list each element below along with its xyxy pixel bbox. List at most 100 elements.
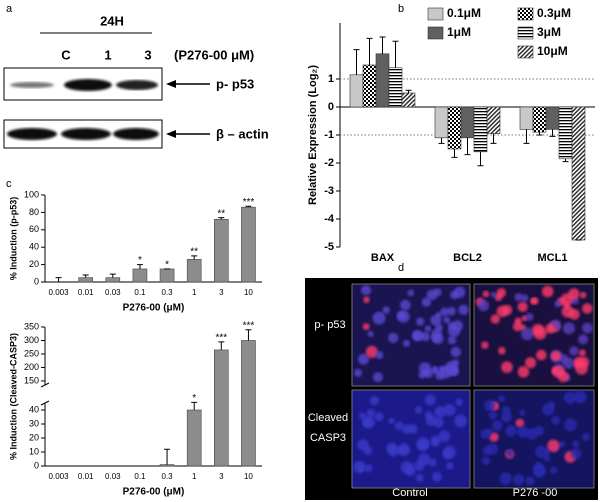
nucleus: [414, 406, 423, 414]
nucleus: [443, 316, 451, 324]
error-bar: [451, 149, 458, 158]
nucleus: [366, 408, 376, 418]
nucleus: [421, 297, 432, 307]
y-tick-label: -5: [324, 241, 334, 253]
nucleus: [418, 453, 431, 466]
lane-label: C: [61, 47, 71, 62]
panel-label: c: [6, 178, 12, 190]
western-blot: 24H C 1 3 (P276-00 μM) p- p53 β – actin: [3, 13, 269, 149]
significance-label: ***: [243, 320, 255, 331]
bar: [571, 106, 586, 241]
bar: [545, 106, 560, 130]
significance-label: *: [192, 393, 196, 404]
nucleus: [488, 410, 498, 420]
chart: 0 20 40 60 80 100 % Induction (p-p53) P276-00 (…: [8, 189, 262, 314]
nucleus: [481, 456, 491, 466]
bar: [159, 268, 175, 283]
nucleus: [500, 411, 512, 423]
nucleus: [502, 405, 511, 415]
error-bar: [536, 132, 543, 136]
band: [116, 80, 158, 90]
error-bar: [191, 401, 198, 410]
nucleus: [400, 461, 414, 475]
nucleus: [496, 288, 507, 298]
y-tick-label: 150: [24, 375, 39, 385]
nucleus: [501, 304, 513, 316]
x-tick-label: BAX: [371, 252, 395, 264]
band-label: β – actin: [216, 126, 269, 141]
nucleus: [535, 445, 548, 458]
nucleus: [506, 449, 514, 457]
nucleus: [431, 367, 438, 374]
nucleus: [369, 395, 380, 406]
micrograph-panel: p- p53 Cleaved CASP3 Control P276 -00: [305, 278, 598, 500]
nucleus: [535, 349, 547, 361]
nucleus: [408, 424, 418, 434]
panel-label: d: [398, 262, 404, 274]
nucleus: [525, 476, 535, 486]
nucleus: [489, 432, 499, 442]
legend-swatch: [427, 7, 444, 21]
bar: [388, 67, 403, 108]
legend-label: 0.1μM: [447, 6, 481, 20]
nucleus: [420, 440, 430, 450]
error-bar: [218, 217, 225, 220]
legend-label: 3μM: [537, 25, 561, 39]
nucleus: [430, 314, 442, 326]
micrograph: [351, 389, 471, 489]
nucleus: [573, 390, 587, 404]
error-bar: [245, 205, 252, 208]
significance-label: **: [217, 208, 225, 219]
nucleus: [557, 371, 569, 383]
y-tick-label: 80: [29, 207, 39, 217]
nucleus: [394, 421, 404, 431]
row-label: Cleaved: [308, 412, 348, 424]
nucleus: [477, 299, 490, 312]
y-axis-label: % Induction (Cleaved-CASP3): [8, 333, 18, 460]
error-bar: [523, 129, 530, 144]
band-label: p- p53: [216, 76, 254, 91]
nucleus: [439, 366, 452, 379]
y-tick-label: 40: [29, 404, 39, 414]
panel-label: b: [398, 3, 404, 15]
nucleus: [481, 341, 489, 349]
x-tick-label: 0.003: [49, 288, 70, 297]
chart: 0 10 20 30 40 150 200 250 300 350 % Induction (Cle…: [8, 320, 262, 498]
legend-swatch: [427, 26, 444, 40]
nucleus: [358, 412, 367, 420]
nucleus: [418, 371, 426, 379]
bar: [447, 106, 462, 150]
x-tick-label: 10: [244, 472, 253, 481]
nucleus: [501, 361, 513, 374]
nucleus: [582, 433, 591, 441]
nucleus: [382, 306, 390, 314]
nucleus: [562, 357, 575, 369]
y-tick-label: -1: [324, 129, 334, 141]
band: [10, 82, 54, 88]
bar: [401, 92, 416, 108]
nucleus: [372, 372, 383, 383]
legend-swatch: [517, 45, 534, 59]
y-tick-label: 30: [29, 418, 39, 428]
nucleus: [558, 441, 566, 448]
x-tick-label: 0.3: [162, 472, 174, 481]
nucleus: [570, 448, 582, 459]
panel-label: a: [6, 3, 13, 15]
x-tick-label: 0.03: [105, 472, 121, 481]
y-tick-label: -2: [324, 157, 334, 169]
nucleus: [367, 331, 374, 338]
nucleus: [435, 323, 443, 332]
nucleus: [524, 357, 537, 369]
bar: [349, 74, 364, 108]
row-label: p- p53: [314, 319, 345, 331]
significance-label: ***: [243, 197, 255, 208]
y-tick-label: 20: [29, 432, 39, 442]
nucleus: [455, 398, 463, 406]
nucleus: [430, 435, 442, 446]
y-tick-label: 1: [328, 73, 334, 85]
error-bar: [392, 40, 399, 68]
nucleus: [482, 290, 490, 298]
nucleus: [447, 322, 456, 330]
x-tick-label: 0.01: [78, 472, 94, 481]
